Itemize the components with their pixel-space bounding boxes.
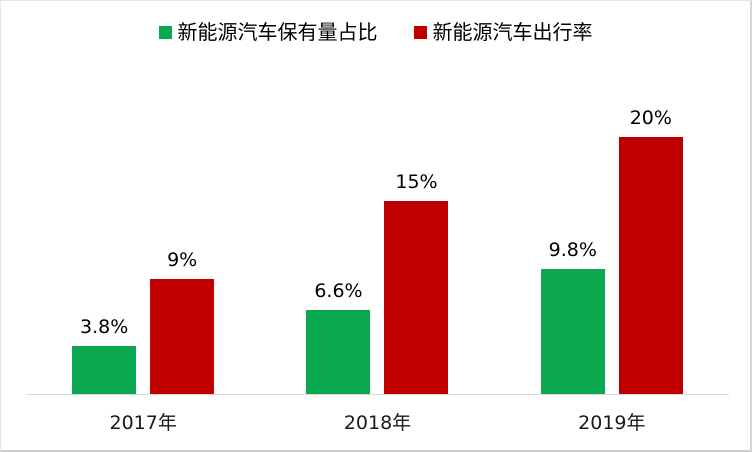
data-label: 6.6% xyxy=(314,280,363,303)
data-label: 3.8% xyxy=(80,316,129,339)
x-axis-labels: 2017年 2018年 2019年 xyxy=(26,395,729,450)
bar-with-label: 6.6% xyxy=(306,280,371,395)
legend-swatch-icon xyxy=(158,25,172,39)
data-label: 9.8% xyxy=(548,239,597,262)
bar-green xyxy=(540,269,605,395)
bar-with-label: 9% xyxy=(150,249,215,395)
bar-group: 6.6% 15% xyxy=(260,171,494,395)
bar-green xyxy=(306,310,371,395)
bar-green xyxy=(72,346,137,395)
bar-groups: 3.8% 9% 6.6% 15% 9.8% 20% xyxy=(26,107,729,395)
x-axis-label: 2019年 xyxy=(578,412,646,434)
bar-group: 9.8% 20% xyxy=(495,107,729,395)
plot-area: 3.8% 9% 6.6% 15% 9.8% 20% 2017年 2018年 2019年 xyxy=(26,1,729,450)
bar-red xyxy=(150,279,215,395)
bar-red xyxy=(384,201,449,395)
bar-group: 3.8% 9% xyxy=(26,249,260,395)
bar-with-label: 20% xyxy=(618,107,683,395)
legend-item-red: 新能源汽车出行率 xyxy=(413,20,593,44)
legend-item-green: 新能源汽车保有量占比 xyxy=(158,20,378,44)
bar-with-label: 3.8% xyxy=(72,316,137,395)
bar-with-label: 9.8% xyxy=(540,239,605,395)
x-axis-label: 2017年 xyxy=(109,412,177,434)
legend-label: 新能源汽车保有量占比 xyxy=(177,20,378,44)
data-label: 20% xyxy=(629,107,672,130)
bar-with-label: 15% xyxy=(384,171,449,395)
legend-label: 新能源汽车出行率 xyxy=(432,20,593,44)
data-label: 15% xyxy=(395,171,438,194)
x-axis-label: 2018年 xyxy=(343,412,412,434)
chart-legend: 新能源汽车保有量占比 新能源汽车出行率 xyxy=(1,21,750,43)
bar-red xyxy=(618,137,683,395)
x-axis-line xyxy=(26,394,729,395)
data-label: 9% xyxy=(167,249,198,272)
legend-swatch-icon xyxy=(413,25,427,39)
